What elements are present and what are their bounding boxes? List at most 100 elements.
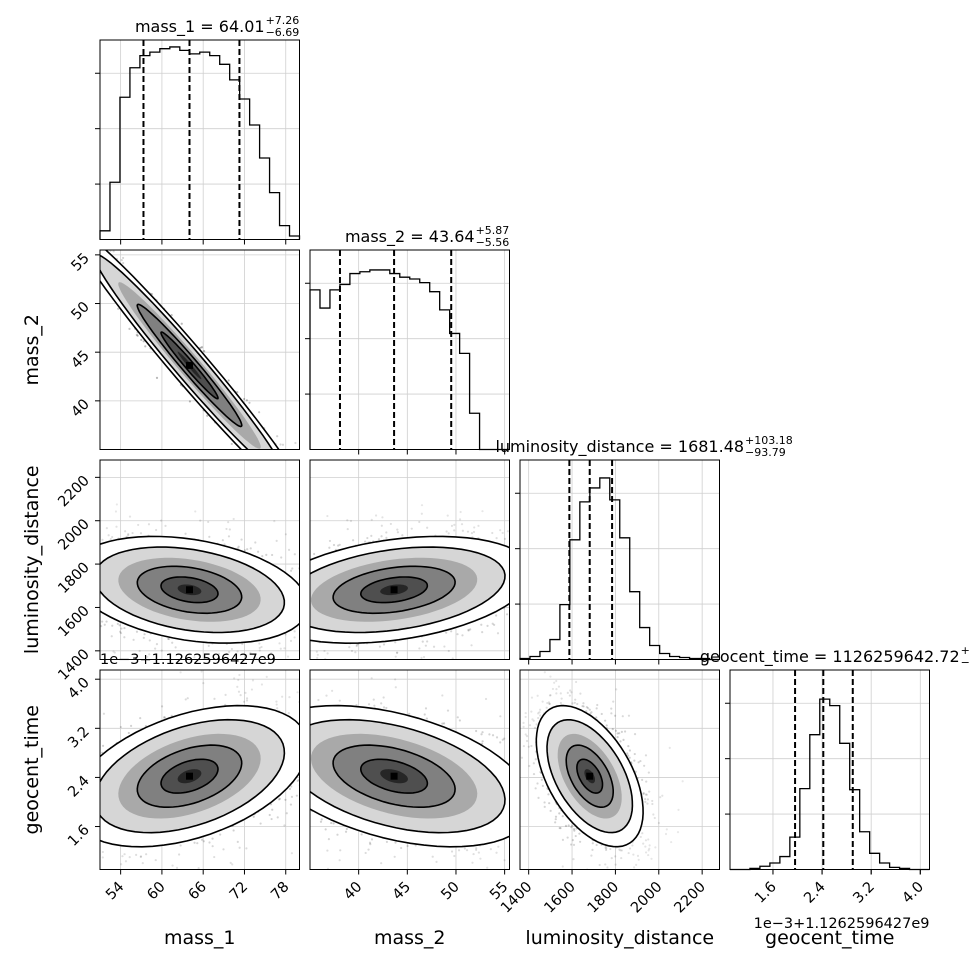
sample-point — [90, 821, 92, 823]
sample-point — [91, 792, 93, 794]
sample-point — [420, 512, 423, 515]
sample-point — [89, 751, 91, 753]
sample-point — [91, 821, 93, 823]
sample-point — [179, 671, 182, 674]
sample-point — [29, 192, 31, 194]
sample-point — [39, 201, 41, 203]
sample-point — [385, 536, 388, 539]
sample-point — [86, 253, 88, 255]
sample-point — [284, 633, 287, 636]
sample-point — [60, 202, 62, 204]
sample-point — [90, 251, 92, 253]
sample-point — [54, 591, 56, 593]
sample-point — [110, 635, 113, 638]
sample-point — [290, 785, 293, 788]
sample-point — [467, 629, 470, 632]
sample-point — [160, 705, 164, 708]
sample-point — [74, 238, 76, 240]
sample-point — [237, 678, 240, 682]
sample-point — [73, 593, 75, 595]
sample-point — [100, 624, 103, 628]
sample-point — [303, 623, 305, 625]
sample-point — [93, 768, 95, 770]
sample-point — [54, 188, 56, 190]
sample-point — [516, 575, 518, 577]
sample-point — [281, 453, 283, 455]
sample-point — [280, 450, 282, 452]
sample-point — [119, 631, 123, 635]
sample-point — [0, 848, 2, 850]
sample-point — [505, 613, 509, 616]
sample-point — [300, 595, 302, 597]
sample-point — [1, 830, 3, 832]
sample-point — [96, 836, 98, 838]
sample-point — [97, 579, 99, 581]
sample-point — [93, 255, 95, 257]
sample-point — [155, 528, 158, 532]
sample-point — [258, 450, 260, 452]
sample-point — [89, 587, 91, 589]
sample-point — [79, 239, 81, 241]
sample-point — [70, 603, 72, 605]
sample-point — [30, 169, 32, 171]
sample-point — [56, 214, 58, 216]
sample-point — [127, 534, 130, 537]
sample-point — [67, 235, 69, 237]
sample-point — [88, 860, 90, 862]
sample-point — [120, 627, 123, 630]
sample-point — [97, 868, 99, 870]
sample-point — [302, 603, 304, 605]
sample-point — [515, 583, 517, 585]
sample-point — [144, 345, 147, 348]
sample-point — [461, 634, 464, 637]
sample-point — [148, 653, 151, 656]
sample-point — [82, 810, 84, 812]
sample-point — [278, 797, 281, 800]
sample-point — [94, 540, 96, 542]
sample-point — [245, 847, 248, 850]
sample-point — [122, 256, 125, 260]
sample-point — [306, 638, 308, 640]
sample-point — [135, 871, 137, 873]
sample-point — [162, 875, 164, 877]
sample-point — [304, 613, 306, 615]
sample-point — [67, 782, 69, 784]
sample-point — [77, 249, 79, 251]
sample-point — [328, 546, 331, 549]
sample-point — [307, 643, 309, 645]
sample-point — [167, 637, 170, 640]
sample-point — [332, 543, 336, 547]
sample-point — [294, 662, 296, 664]
sample-point — [107, 534, 110, 537]
sample-point — [307, 501, 309, 503]
sample-point — [91, 562, 93, 564]
sample-point — [304, 584, 306, 586]
sample-point — [300, 613, 302, 615]
sample-point — [59, 791, 61, 793]
sample-point — [119, 725, 122, 729]
sample-point — [84, 537, 86, 539]
sample-point — [306, 560, 308, 562]
sample-point — [142, 636, 145, 639]
sample-point — [93, 815, 95, 817]
sample-point — [90, 257, 92, 259]
sample-point — [305, 576, 307, 578]
sample-point — [304, 525, 306, 527]
sample-point — [90, 592, 92, 594]
sample-point — [58, 759, 60, 761]
sample-point — [300, 722, 302, 724]
sample-point — [89, 249, 91, 251]
sample-point — [447, 649, 450, 653]
sample-point — [316, 653, 319, 656]
sample-point — [96, 256, 98, 258]
sample-point — [89, 603, 91, 605]
sample-point — [163, 716, 167, 719]
sample-point — [491, 622, 494, 625]
sample-point — [89, 304, 91, 306]
sample-point — [470, 644, 473, 647]
sample-point — [262, 451, 264, 453]
sample-point — [258, 642, 261, 645]
sample-point — [378, 663, 380, 665]
sample-point — [382, 643, 386, 646]
sample-point — [91, 856, 93, 858]
